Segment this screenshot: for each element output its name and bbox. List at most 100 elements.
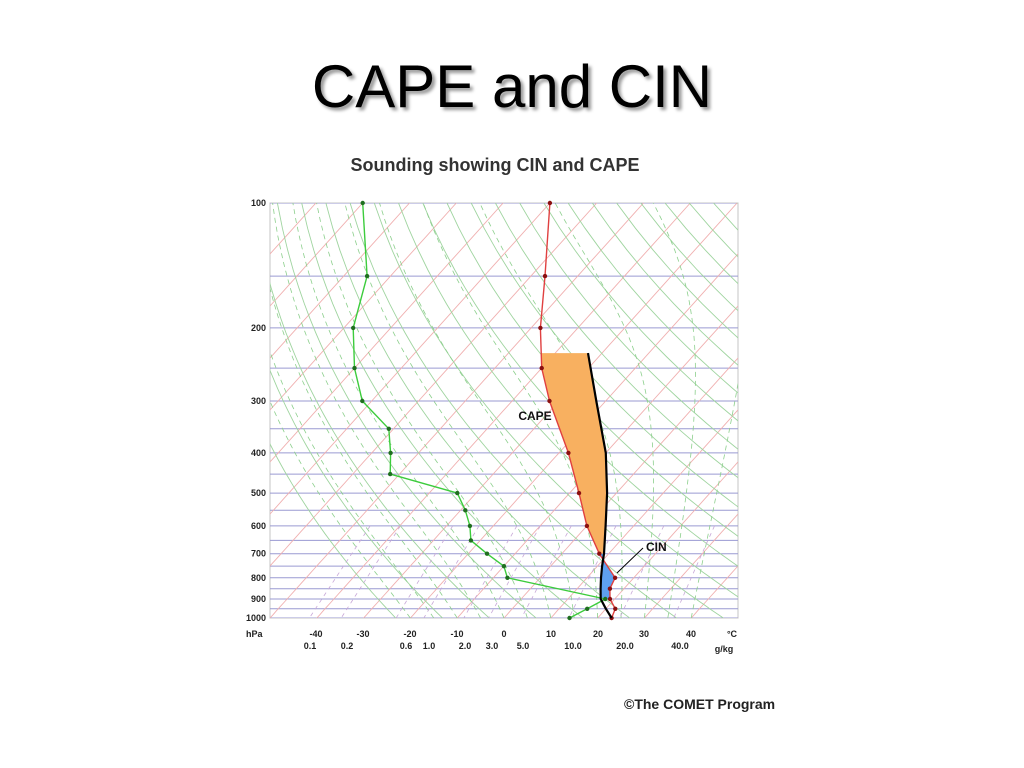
pressure-tick-label: 600 <box>251 521 266 531</box>
dry-adiabat-line <box>270 442 397 618</box>
moist-adiabat-line <box>270 400 411 618</box>
mixing-ratio-unit-label: g/kg <box>715 644 734 654</box>
temperature-point <box>613 606 618 611</box>
isotherm-line <box>270 203 598 567</box>
cape-area <box>541 353 608 554</box>
dewpoint-point <box>351 325 356 331</box>
temperature-unit-label: °C <box>727 629 738 639</box>
mixing-ratio-line <box>488 525 541 618</box>
temperature-point <box>584 523 590 529</box>
isotherm-line <box>270 203 457 411</box>
pressure-tick-label: 1000 <box>246 613 266 623</box>
parcel-line <box>586 352 613 619</box>
isotherm-line <box>644 513 738 618</box>
dry-adiabat-line <box>422 203 738 567</box>
dry-adiabat-line <box>543 203 738 422</box>
isotherm-line <box>270 203 551 515</box>
temperature-point <box>607 596 613 602</box>
dry-adiabat-line <box>519 203 738 450</box>
temperature-point <box>547 200 553 206</box>
isotherm-line <box>456 305 738 618</box>
isotherm-line <box>690 565 738 618</box>
moist-adiabat-line <box>272 203 481 618</box>
mixing-ratio-line <box>673 525 715 618</box>
dry-adiabat-line <box>762 203 1024 618</box>
moist-adiabat-line <box>270 350 435 618</box>
temperature-point <box>612 575 618 580</box>
mixing-ratio-tick-label: 5.0 <box>517 641 530 651</box>
cin-label: CIN <box>646 540 667 554</box>
mixing-ratio-line <box>619 525 665 618</box>
pressure-tick-label: 700 <box>251 549 266 559</box>
dewpoint-point <box>463 508 468 513</box>
pressure-tick-label: 500 <box>251 488 266 498</box>
pressure-unit-label: hPa <box>246 629 264 639</box>
temperature-point <box>542 273 548 279</box>
moist-adiabat-line <box>344 203 552 618</box>
moist-adiabat-line <box>479 203 623 618</box>
moist-adiabat-line <box>292 203 505 618</box>
dry-adiabat-line <box>276 203 537 618</box>
dry-adiabat-line <box>325 203 630 618</box>
moist-adiabat-line <box>554 203 654 618</box>
dewpoint-point <box>388 471 393 477</box>
moist-adiabat-line <box>270 286 458 618</box>
dewpoint-point <box>455 490 460 496</box>
mixing-ratio-tick-label: 1.0 <box>423 641 436 651</box>
dry-adiabat-line <box>270 281 490 618</box>
isotherm-line <box>0 203 222 618</box>
dry-adiabat-line <box>398 203 738 598</box>
dewpoint-point <box>386 426 391 431</box>
temperature-point <box>566 450 571 456</box>
temperature-point <box>539 365 544 371</box>
temperature-tick-label: 40 <box>686 629 696 639</box>
dewpoint-point <box>360 398 365 404</box>
pressure-tick-label: 300 <box>251 396 266 406</box>
temperature-tick-label: 10 <box>546 629 556 639</box>
moist-adiabat-line <box>690 381 738 618</box>
mixing-ratio-line <box>521 525 572 618</box>
mixing-ratio-tick-label: 0.2 <box>341 641 354 651</box>
pressure-tick-label: 800 <box>251 573 266 583</box>
temperature-tick-label: 0 <box>501 629 506 639</box>
isotherm-line <box>0 203 269 618</box>
isotherm-line <box>785 203 1024 618</box>
temperature-point <box>597 551 602 556</box>
credit-text: ©The COMET Program <box>624 696 776 712</box>
temperature-point <box>607 586 613 591</box>
temperature-point <box>576 490 582 496</box>
dewpoint-point <box>505 575 510 580</box>
moist-adiabat-line <box>653 203 696 618</box>
dry-adiabat-line <box>688 203 738 258</box>
moist-adiabat-line <box>379 203 575 618</box>
isotherm-line <box>270 203 644 618</box>
dewpoint-point <box>388 450 393 456</box>
isotherm-line <box>550 409 738 618</box>
dry-adiabat-line <box>349 203 677 618</box>
dewpoint-point <box>501 564 507 569</box>
dry-adiabat-line <box>737 203 738 204</box>
mixing-ratio-tick-label: 0.1 <box>304 641 317 651</box>
dewpoint-point <box>364 273 370 279</box>
dewpoint-point <box>484 551 490 556</box>
temperature-tick-label: -40 <box>309 629 322 639</box>
dewpoint-point <box>352 365 357 371</box>
mixing-ratio-tick-label: 40.0 <box>671 641 689 651</box>
temperature-tick-label: -20 <box>403 629 416 639</box>
mixing-ratio-tick-label: 20.0 <box>616 641 634 651</box>
cin-pointer-line <box>616 547 644 574</box>
mixing-ratio-tick-label: 0.6 <box>400 641 413 651</box>
pressure-tick-label: 100 <box>251 198 266 208</box>
dry-adiabat-line <box>713 203 738 231</box>
pressure-tick-label: 900 <box>251 594 266 604</box>
moist-adiabat-line <box>316 203 528 618</box>
dry-adiabat-line <box>567 203 738 394</box>
dry-adiabat-line <box>495 203 738 479</box>
dewpoint-point <box>567 615 572 621</box>
temperature-tick-label: -10 <box>450 629 463 639</box>
pressure-tick-label: 200 <box>251 323 266 333</box>
mixing-ratio-tick-label: 2.0 <box>459 641 472 651</box>
dewpoint-point <box>468 538 474 543</box>
mixing-ratio-line <box>568 525 617 618</box>
